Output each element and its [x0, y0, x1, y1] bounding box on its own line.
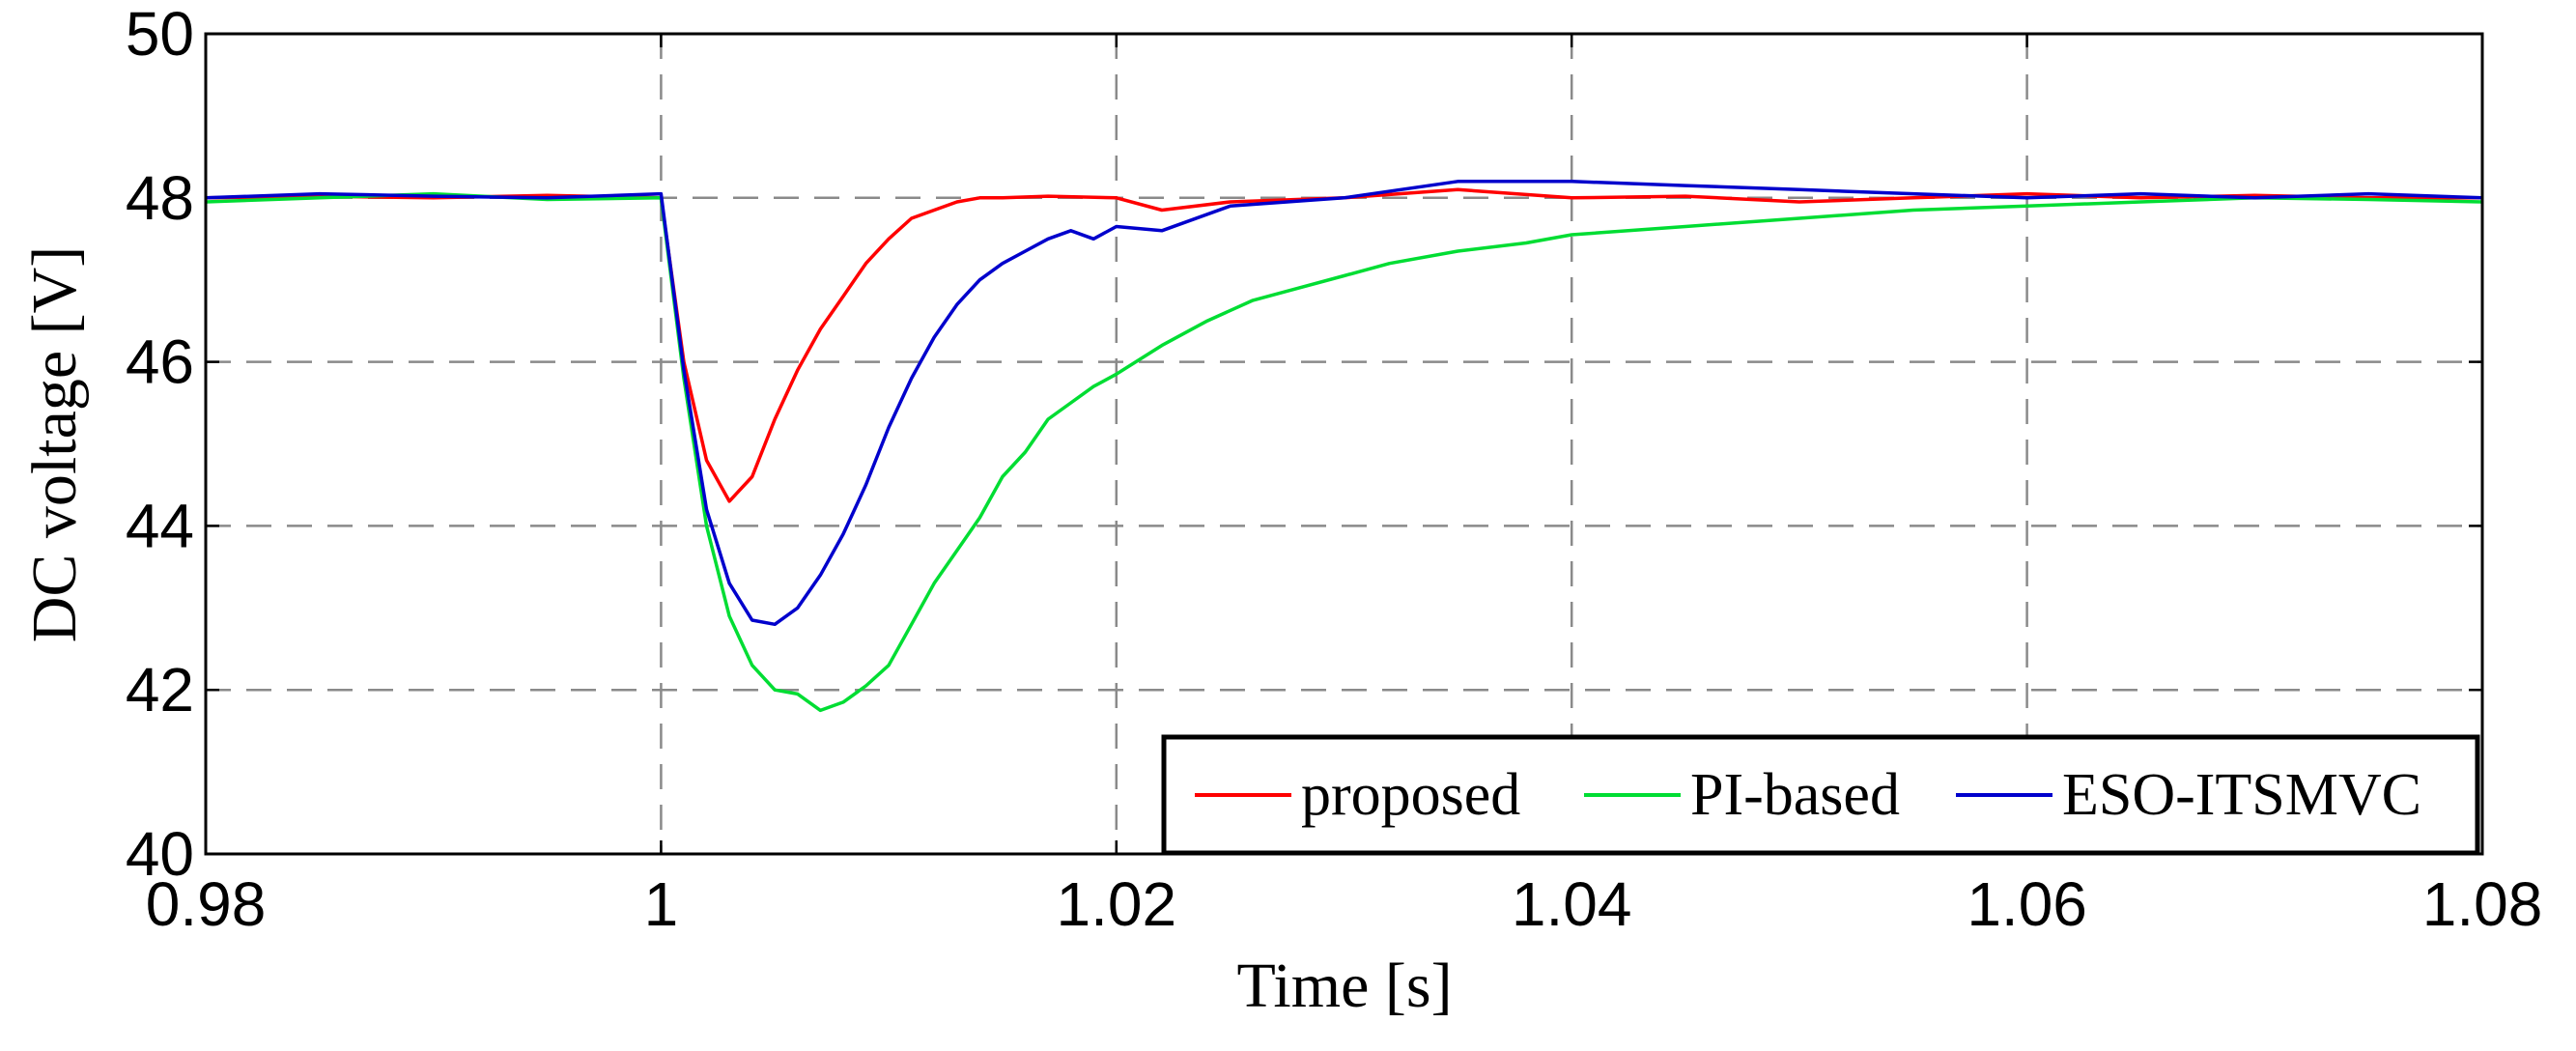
y-tick-label: 44: [126, 491, 194, 560]
x-tick-label: 1.02: [1057, 869, 1177, 939]
x-tick-label: 1.06: [1967, 869, 2087, 939]
y-tick-label: 42: [126, 655, 194, 724]
y-axis-title: DC voltage [V]: [19, 246, 90, 643]
series-lines: [205, 180, 2483, 713]
x-tick-label: 1.04: [1512, 869, 1632, 939]
x-tick-label: 0.98: [146, 869, 267, 939]
y-tick-label: 50: [126, 0, 194, 69]
y-tick-label: 46: [126, 327, 194, 397]
legend-label: ESO-ITSMVC: [2062, 762, 2421, 828]
y-tick-label: 48: [126, 163, 194, 233]
legend-label: proposed: [1301, 762, 1520, 828]
y-tick-label: 40: [126, 819, 194, 889]
x-axis-title: Time [s]: [1236, 951, 1452, 1021]
legend-label: PI-based: [1690, 762, 1900, 828]
series-line-proposed: [205, 187, 2482, 503]
x-tick-labels: 0.98 1 1.02 1.04 1.06 1.08: [146, 869, 2543, 939]
series-line-pi-based: [205, 191, 2483, 713]
x-tick-label: 1.08: [2422, 869, 2543, 939]
x-tick-label: 1: [644, 869, 679, 939]
legend: proposed PI-based ESO-ITSMVC: [1161, 734, 2480, 856]
y-tick-labels: 40 42 44 46 48 50: [126, 0, 194, 889]
series-line-eso-itsmvc: [205, 180, 2483, 627]
legend-box: [1161, 734, 2480, 856]
